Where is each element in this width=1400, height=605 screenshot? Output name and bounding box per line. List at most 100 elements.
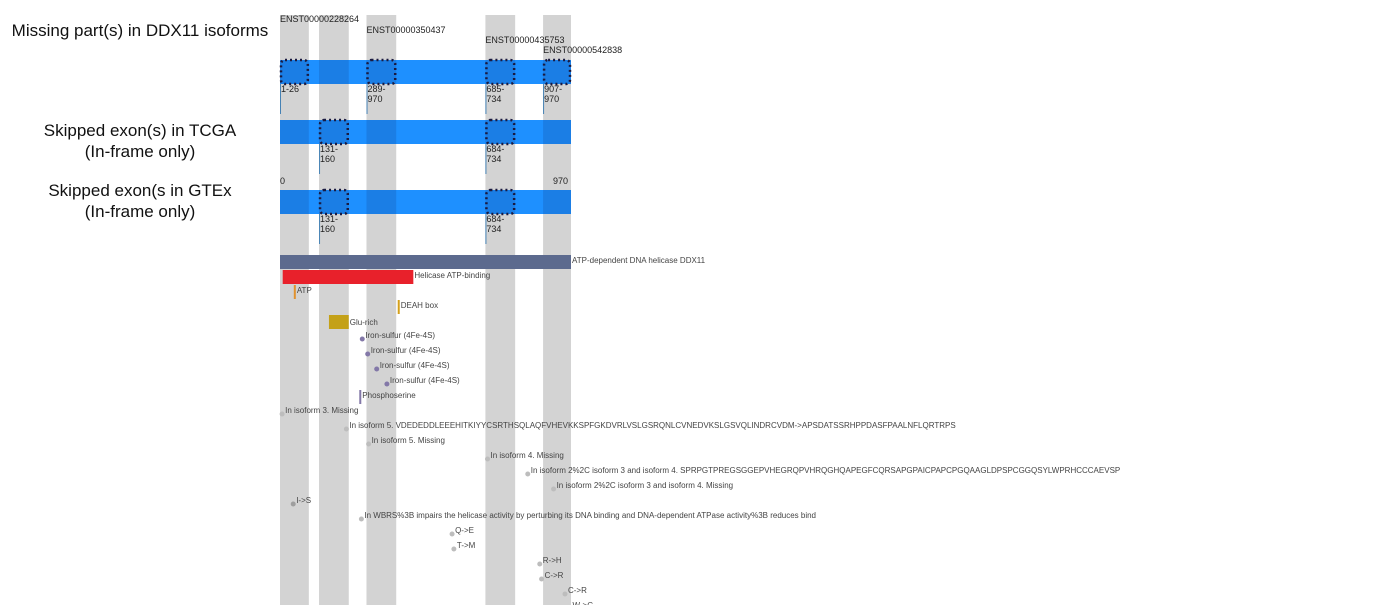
feature-20-label: R->H <box>543 556 562 565</box>
feature-6-label: Iron-sulfur (4Fe-4S) <box>371 346 441 355</box>
skipped-box-isoforms-1 <box>366 58 397 86</box>
skipped-range-label-isoforms-3-0: 907- <box>544 84 562 94</box>
transcript-labels: ENST00000228264 ENST00000350437 ENST000004… <box>280 14 622 55</box>
skipped-range-label-isoforms-0-0: 1-26 <box>281 84 299 94</box>
protein-features-layer: ATP-dependent DNA helicase DDX11 Helicase… <box>279 255 1120 605</box>
feature-7-dot <box>374 366 380 372</box>
feature-13-label: In isoform 4. Missing <box>491 451 564 460</box>
feature-5-dot <box>359 336 365 342</box>
skipped-range-label-isoforms-3-1: 970 <box>544 94 559 104</box>
track-overlap-isoforms-2 <box>366 60 397 84</box>
feature-6-dot <box>365 351 371 357</box>
feature-15-dot <box>551 486 557 492</box>
feature-17-label: In WBRS%3B impairs the helicase activity… <box>364 511 816 520</box>
feature-0-bar <box>280 255 571 269</box>
feature-10-label: In isoform 3. Missing <box>285 406 358 415</box>
feature-3-label: DEAH box <box>401 301 438 310</box>
row-label-isoforms-line1: Missing part(s) in DDX11 isoforms <box>11 21 269 40</box>
skipped-range-label-gtex-0-1: 160 <box>320 224 335 234</box>
skipped-range-label-tcga-0-1: 160 <box>320 154 335 164</box>
feature-10-dot <box>279 411 285 417</box>
skipped-range-label-gtex-0-0: 131- <box>320 214 338 224</box>
axis-labels: 0 970 <box>280 176 568 186</box>
skipped-range-label-tcga-1-1: 734 <box>486 154 501 164</box>
axis-end-label: 970 <box>553 176 568 186</box>
feature-11-dot <box>343 426 349 432</box>
skipped-box-isoforms-3 <box>542 58 572 86</box>
feature-21-label: C->R <box>545 571 564 580</box>
track-overlap-tcga-2 <box>366 120 397 144</box>
feature-7-label: Iron-sulfur (4Fe-4S) <box>380 361 450 370</box>
track-overlap-tcga-0 <box>280 120 309 144</box>
feature-5-label: Iron-sulfur (4Fe-4S) <box>365 331 435 340</box>
skipped-box-isoforms-0 <box>279 58 310 86</box>
feature-1-bar <box>282 270 414 284</box>
feature-2-mark <box>293 285 296 299</box>
track-overlap-tcga-4 <box>543 120 571 144</box>
track-overlap-isoforms-4 <box>543 60 571 84</box>
exon-shade-2 <box>366 15 397 605</box>
transcript-label-3: ENST00000542838 <box>543 45 622 55</box>
feature-18-label: Q->E <box>455 526 474 535</box>
exon-shade-1 <box>319 15 349 605</box>
feature-14-dot <box>525 471 531 477</box>
feature-17-dot <box>358 516 364 522</box>
feature-11-label: In isoform 5. VDEDEDDLEEEHITKIYYCSRTHSQL… <box>349 421 955 430</box>
track-overlap-gtex-4 <box>543 190 571 214</box>
feature-0-label: ATP-dependent DNA helicase DDX11 <box>572 256 706 265</box>
track-overlap-isoforms-0 <box>280 60 309 84</box>
exon-shade-3 <box>485 15 516 605</box>
skipped-range-label-isoforms-2-1: 734 <box>486 94 501 104</box>
skipped-range-label-tcga-1-0: 684- <box>486 144 504 154</box>
track-overlap-tcga-1 <box>319 120 349 144</box>
skipped-range-label-tcga-0-0: 131- <box>320 144 338 154</box>
track-overlap-gtex-1 <box>319 190 349 214</box>
exon-shading-layer <box>280 15 571 605</box>
feature-8-label: Iron-sulfur (4Fe-4S) <box>390 376 460 385</box>
exon-shade-4 <box>543 15 571 605</box>
feature-9-label: Phosphoserine <box>362 391 416 400</box>
feature-4-label: Glu-rich <box>350 318 378 327</box>
skipped-range-label-gtex-1-0: 684- <box>486 214 504 224</box>
row-label-gtex: Skipped exon(s in GTEx (In-frame only) <box>0 180 280 222</box>
skipped-box-tcga-1 <box>485 118 516 146</box>
row-label-isoforms: Missing part(s) in DDX11 isoforms <box>0 20 280 41</box>
feature-8-dot <box>384 381 390 387</box>
transcript-label-1: ENST00000350437 <box>366 25 445 35</box>
transcript-label-2: ENST00000435753 <box>485 35 564 45</box>
skipped-range-label-isoforms-2-0: 685- <box>486 84 504 94</box>
feature-12-dot <box>366 441 372 447</box>
feature-19-label: T->M <box>457 541 476 550</box>
row-label-gtex-line2: (In-frame only) <box>84 202 196 221</box>
row-label-tcga-line1: Skipped exon(s) in TCGA <box>43 121 237 140</box>
axis-start-label: 0 <box>280 176 285 186</box>
feature-4-bar <box>328 315 349 329</box>
feature-16-dot <box>290 501 296 507</box>
feature-9-mark <box>359 390 362 404</box>
track-overlap-gtex-3 <box>485 190 516 214</box>
skipped-box-gtex-0 <box>318 188 350 216</box>
track-overlap-gtex-2 <box>366 190 397 214</box>
feature-21-dot <box>539 576 545 582</box>
feature-12-label: In isoform 5. Missing <box>372 436 445 445</box>
feature-22-dot <box>562 591 568 597</box>
feature-20-dot <box>537 561 543 567</box>
skipped-region-tracks: 1-26 289-970685-734907-970131-160684-7341… <box>279 58 572 244</box>
row-label-gtex-line1: Skipped exon(s in GTEx <box>48 181 232 200</box>
skipped-box-tcga-0 <box>318 118 350 146</box>
skipped-range-label-isoforms-1-0: 289- <box>367 84 385 94</box>
feature-2-label: ATP <box>297 286 312 295</box>
feature-19-dot <box>451 546 457 552</box>
row-label-tcga: Skipped exon(s) in TCGA (In-frame only) <box>0 120 280 162</box>
feature-1-label: Helicase ATP-binding <box>414 271 490 280</box>
feature-23-label: W->C <box>572 601 593 605</box>
feature-18-dot <box>449 531 455 537</box>
feature-16-label: I->S <box>296 496 311 505</box>
track-overlap-gtex-0 <box>280 190 309 214</box>
track-overlap-tcga-3 <box>485 120 516 144</box>
skipped-box-gtex-1 <box>485 188 516 216</box>
row-label-tcga-line2: (In-frame only) <box>84 142 196 161</box>
exon-shade-0 <box>280 15 309 605</box>
skipped-box-isoforms-2 <box>485 58 516 86</box>
